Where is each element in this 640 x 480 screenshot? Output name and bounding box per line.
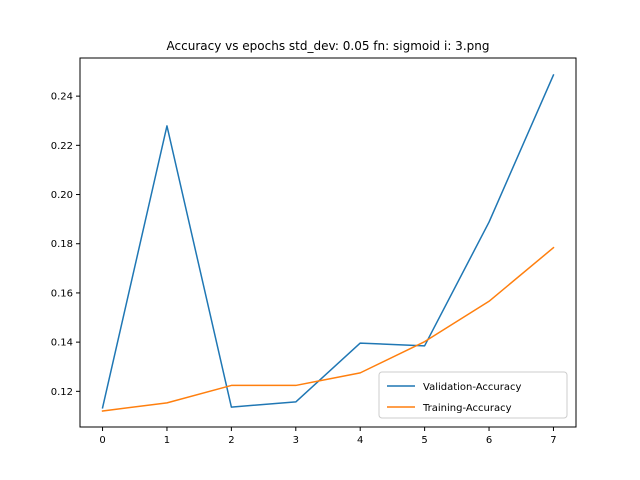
y-tick-label: 0.24 — [51, 92, 73, 103]
x-tick-label: 6 — [486, 435, 492, 446]
y-tick-label: 0.22 — [51, 141, 73, 152]
chart-title: Accuracy vs epochs std_dev: 0.05 fn: sig… — [167, 39, 490, 53]
series-line-1 — [101, 246, 555, 412]
x-tick-label: 1 — [164, 435, 170, 446]
legend-label: Training-Accuracy — [422, 403, 512, 414]
axes: 0 1 2 3 4 5 6 7 0.12 0.14 0.16 0.18 0.20 0.22 0.24 — [51, 57, 577, 446]
x-tick-label: 2 — [228, 435, 234, 446]
y-tick-label: 0.12 — [51, 387, 73, 398]
y-tick-label: 0.20 — [51, 190, 73, 201]
x-tick-label: 0 — [99, 435, 105, 446]
x-tick-label: 5 — [421, 435, 427, 446]
plot-lines — [101, 73, 555, 412]
y-tick-label: 0.16 — [51, 288, 73, 299]
legend-label: Validation-Accuracy — [423, 382, 522, 393]
legend: Validation-Accuracy Training-Accuracy — [378, 371, 568, 419]
x-tick-label: 3 — [293, 435, 299, 446]
y-tick-label: 0.18 — [51, 239, 73, 250]
series-line-0 — [101, 73, 555, 409]
x-tick-label: 7 — [550, 435, 556, 446]
plot-frame — [79, 57, 577, 428]
x-tick-label: 4 — [357, 435, 363, 446]
y-tick-label: 0.14 — [51, 338, 73, 349]
legend-box — [378, 371, 568, 419]
